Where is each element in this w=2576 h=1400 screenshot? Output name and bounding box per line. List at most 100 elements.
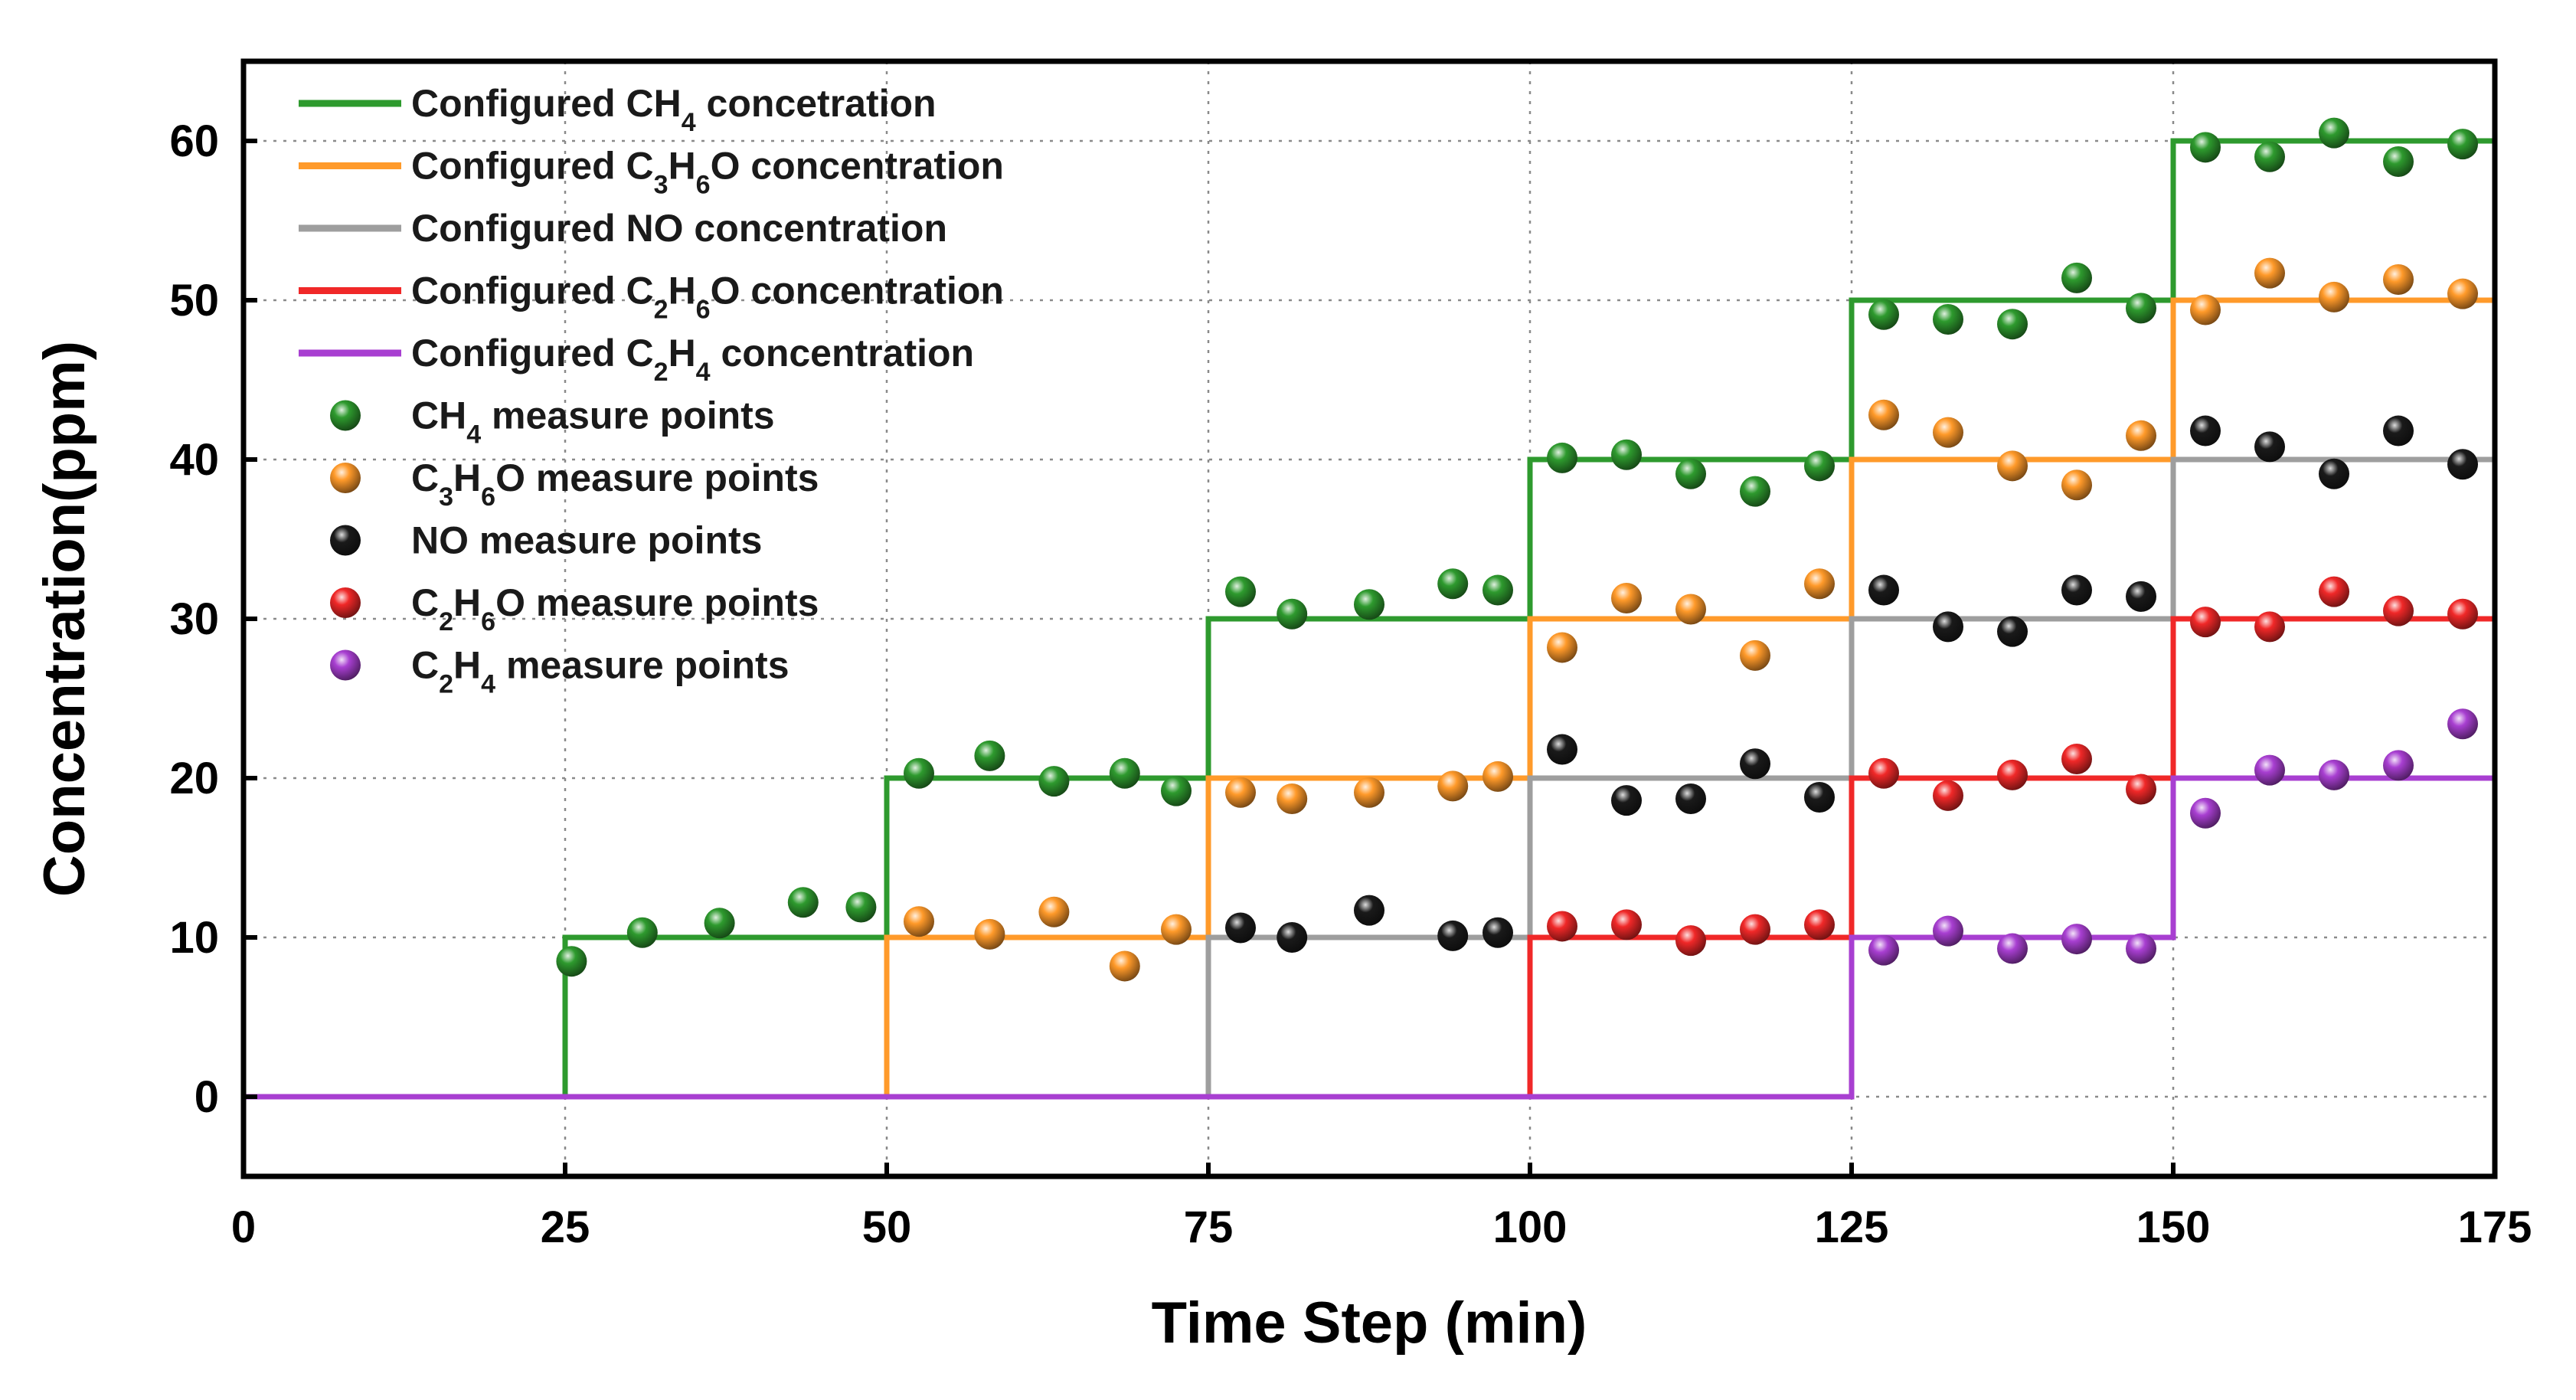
axis-ticks: 0 25 50 75 100 125 150 175 0 10 20 30 40 50 60 (169, 116, 2532, 1252)
x-tick-label: 50 (862, 1202, 912, 1252)
point-c3h6o-measure-points (1161, 914, 1192, 945)
point-ch4-measure-points (1547, 442, 1577, 473)
point-no-measure-points (2254, 431, 2285, 463)
point-no-measure-points (2383, 415, 2414, 446)
legend-label-configured-c2h4-concentration: Configured C2H4 concentration (411, 332, 974, 387)
legend-marker-no-measure-points (330, 525, 361, 556)
legend-label-no-measure-points: NO measure points (411, 519, 762, 562)
point-no-measure-points (2126, 581, 2156, 612)
point-c3h6o-measure-points (1868, 399, 1899, 430)
point-ch4-measure-points (1161, 775, 1192, 806)
legend-label-c2h6o-measure-points: C2H6O measure points (411, 581, 819, 636)
point-ch4-measure-points (904, 757, 934, 789)
x-tick-label: 150 (2136, 1202, 2211, 1252)
point-c3h6o-measure-points (1611, 582, 1642, 613)
point-c2h4-measure-points (2319, 759, 2349, 790)
point-ch4-measure-points (1675, 458, 1706, 489)
point-c3h6o-measure-points (1354, 777, 1384, 808)
point-c2h4-measure-points (1868, 934, 1899, 966)
point-c3h6o-measure-points (1675, 594, 1706, 625)
point-no-measure-points (1868, 574, 1899, 606)
point-c3h6o-measure-points (1547, 632, 1577, 663)
point-c3h6o-measure-points (1804, 568, 1835, 600)
point-no-measure-points (1675, 783, 1706, 815)
point-c3h6o-measure-points (1038, 896, 1070, 927)
point-no-measure-points (1804, 781, 1835, 813)
legend-marker-ch4-measure-points (330, 400, 361, 431)
point-c3h6o-measure-points (1997, 450, 2028, 482)
x-tick-label: 25 (541, 1202, 590, 1252)
point-ch4-measure-points (1740, 476, 1770, 507)
point-c2h4-measure-points (2190, 797, 2221, 829)
x-tick-label: 125 (1815, 1202, 1889, 1252)
legend-label-configured-c3h6o-concentration: Configured C3H6O concentration (411, 145, 1004, 200)
point-no-measure-points (1740, 748, 1770, 780)
point-c2h6o-measure-points (2126, 774, 2156, 805)
point-ch4-measure-points (2126, 293, 2156, 324)
point-no-measure-points (1483, 917, 1513, 948)
point-no-measure-points (2447, 449, 2478, 480)
point-c2h6o-measure-points (1740, 914, 1770, 945)
point-ch4-measure-points (626, 917, 658, 948)
point-no-measure-points (2319, 458, 2349, 489)
point-ch4-measure-points (1437, 568, 1469, 600)
x-tick-label: 100 (1493, 1202, 1568, 1252)
point-c3h6o-measure-points (1437, 770, 1469, 802)
point-ch4-measure-points (2447, 129, 2478, 160)
point-c2h6o-measure-points (2254, 611, 2285, 643)
point-c3h6o-measure-points (2061, 469, 2092, 501)
x-tick-label: 75 (1184, 1202, 1234, 1252)
y-tick-label: 50 (169, 276, 219, 325)
line-configured-no-concentration (244, 456, 2495, 1100)
point-c3h6o-measure-points (974, 918, 1005, 950)
point-ch4-measure-points (787, 887, 819, 918)
point-c3h6o-measure-points (1277, 783, 1308, 815)
x-tick-label: 0 (231, 1202, 256, 1252)
line-configured-c3h6o-concentration (244, 297, 2495, 1100)
point-c2h4-measure-points (1933, 915, 1963, 947)
point-no-measure-points (1277, 922, 1308, 953)
legend: Configured CH4 concetration Configured C3… (299, 82, 1004, 699)
point-c3h6o-measure-points (904, 906, 934, 937)
point-no-measure-points (1225, 912, 1256, 944)
legend-label-ch4-measure-points: CH4 measure points (411, 394, 775, 450)
point-ch4-measure-points (704, 908, 735, 939)
y-tick-label: 60 (169, 116, 219, 166)
legend-label-c2h4-measure-points: C2H4 measure points (411, 644, 789, 699)
point-c2h6o-measure-points (2061, 744, 2092, 775)
point-no-measure-points (1933, 611, 1963, 643)
point-c2h4-measure-points (1997, 933, 2028, 964)
point-ch4-measure-points (1804, 450, 1835, 482)
point-ch4-measure-points (974, 740, 1005, 771)
point-no-measure-points (2061, 574, 2092, 606)
line-configured-c2h6o-concentration (244, 616, 2495, 1100)
y-tick-label: 10 (169, 913, 219, 963)
point-c3h6o-measure-points (1225, 777, 1256, 808)
point-c2h4-measure-points (2383, 750, 2414, 781)
point-ch4-measure-points (1933, 303, 1963, 335)
y-axis-label: Concentration(ppm) (32, 341, 97, 897)
y-tick-label: 0 (195, 1072, 219, 1122)
point-c2h4-measure-points (2447, 708, 2478, 740)
point-no-measure-points (1611, 785, 1642, 816)
point-c3h6o-measure-points (1740, 639, 1770, 671)
measure-points (556, 117, 2478, 982)
legend-marker-c2h4-measure-points (330, 649, 361, 681)
point-ch4-measure-points (2254, 141, 2285, 172)
point-c3h6o-measure-points (2319, 281, 2349, 312)
point-ch4-measure-points (1225, 576, 1256, 607)
point-c2h6o-measure-points (1997, 759, 2028, 790)
legend-marker-c2h6o-measure-points (330, 587, 361, 618)
point-c3h6o-measure-points (1933, 417, 1963, 448)
point-c2h6o-measure-points (2319, 576, 2349, 607)
y-tick-label: 20 (169, 754, 219, 803)
point-c3h6o-measure-points (2383, 263, 2414, 295)
point-no-measure-points (2190, 415, 2221, 446)
point-c2h6o-measure-points (2190, 607, 2221, 638)
y-tick-label: 40 (169, 435, 219, 485)
point-ch4-measure-points (1354, 589, 1384, 620)
point-ch4-measure-points (1483, 574, 1513, 606)
x-axis-label: Time Step (min) (1152, 1290, 1587, 1356)
